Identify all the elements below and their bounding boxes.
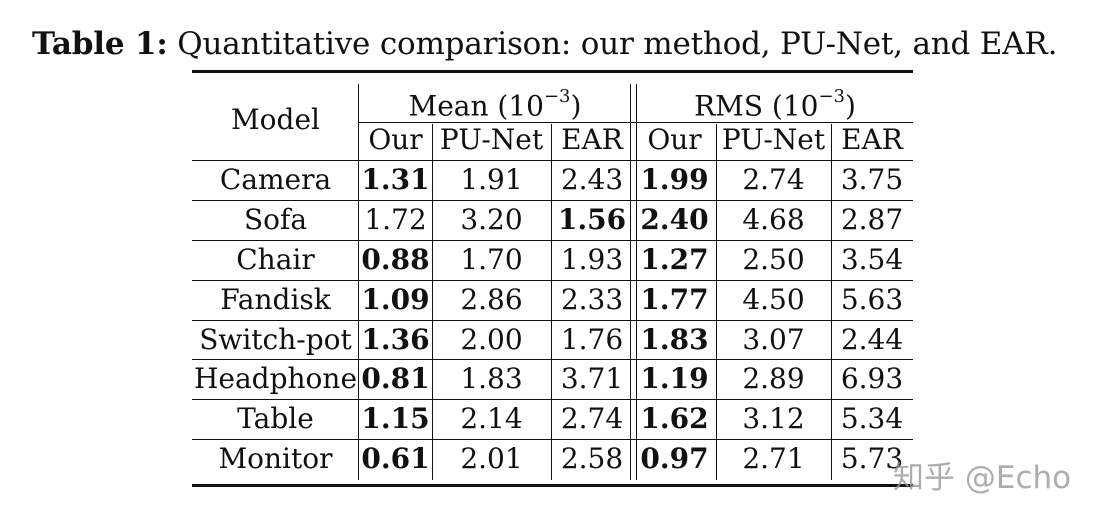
value-cell: 1.99 bbox=[640, 163, 709, 196]
value-cell: 3.75 bbox=[840, 163, 904, 196]
model-name-cell: Monitor bbox=[218, 442, 333, 475]
table-top-rule bbox=[192, 70, 913, 73]
model-name-cell: Switch-pot bbox=[199, 323, 352, 356]
row-separator bbox=[192, 320, 913, 322]
value-cell: 4.68 bbox=[742, 203, 805, 236]
value-cell: 4.50 bbox=[742, 283, 805, 316]
value-cell: 3.07 bbox=[742, 323, 805, 356]
value-cell: 5.34 bbox=[840, 402, 904, 435]
group-double-rule-left bbox=[630, 84, 632, 480]
table-caption: Table 1: Quantitative comparison: our me… bbox=[32, 26, 1092, 62]
value-cell: 1.93 bbox=[560, 243, 624, 276]
value-cell: 1.83 bbox=[640, 323, 709, 356]
row-separator bbox=[192, 399, 913, 401]
value-cell: 1.77 bbox=[640, 283, 709, 316]
value-cell: 2.43 bbox=[560, 163, 624, 196]
value-cell: 0.61 bbox=[361, 442, 430, 475]
rms-group-header-prefix: RMS (10 bbox=[694, 89, 819, 123]
value-cell: 1.91 bbox=[460, 163, 523, 196]
group-double-rule-right bbox=[636, 84, 638, 480]
value-cell: 6.93 bbox=[840, 362, 904, 395]
value-cell: 2.58 bbox=[560, 442, 624, 475]
model-name-cell: Fandisk bbox=[220, 283, 331, 316]
value-cell: 3.71 bbox=[560, 362, 624, 395]
row-separator bbox=[192, 359, 913, 361]
watermark: 知乎 @Echo bbox=[893, 460, 1072, 496]
value-cell: 2.86 bbox=[460, 283, 523, 316]
value-cell: 2.44 bbox=[840, 323, 904, 356]
value-cell: 1.15 bbox=[361, 402, 430, 435]
rms-group-header-exponent: −3 bbox=[818, 86, 845, 107]
value-cell: 0.88 bbox=[361, 243, 430, 276]
value-cell: 2.50 bbox=[742, 243, 805, 276]
value-cell: 1.56 bbox=[557, 203, 627, 236]
model-name-cell: Headphone bbox=[193, 362, 358, 395]
value-cell: 1.70 bbox=[460, 243, 523, 276]
value-cell: 2.74 bbox=[742, 163, 805, 196]
method-header-ear: EAR bbox=[841, 123, 903, 156]
mean-group-header-suffix: ) bbox=[570, 89, 582, 123]
row-separator bbox=[192, 280, 913, 282]
method-header-our: Our bbox=[368, 123, 423, 156]
row-separator bbox=[192, 200, 913, 202]
value-cell: 2.33 bbox=[560, 283, 624, 316]
value-cell: 2.89 bbox=[742, 362, 805, 395]
value-cell: 1.72 bbox=[364, 203, 427, 236]
value-cell: 0.97 bbox=[640, 442, 709, 475]
value-cell: 3.20 bbox=[460, 203, 523, 236]
value-cell: 2.74 bbox=[560, 402, 624, 435]
value-cell: 2.00 bbox=[460, 323, 523, 356]
value-cell: 2.14 bbox=[460, 402, 523, 435]
model-name-cell: Sofa bbox=[243, 203, 308, 236]
value-cell: 1.36 bbox=[361, 323, 430, 356]
value-cell: 2.71 bbox=[742, 442, 805, 475]
value-cell: 0.81 bbox=[361, 362, 430, 395]
mean-group-header-prefix: Mean (10 bbox=[408, 89, 544, 123]
value-cell: 2.40 bbox=[640, 203, 709, 236]
value-cell: 2.01 bbox=[460, 442, 523, 475]
method-column-rule bbox=[831, 124, 833, 480]
caption-label: Table 1: bbox=[32, 26, 168, 62]
method-header-ear: EAR bbox=[561, 123, 623, 156]
rms-group-header: RMS (10−3) bbox=[637, 84, 913, 122]
model-name-cell: Camera bbox=[219, 163, 332, 196]
value-cell: 1.09 bbox=[361, 283, 430, 316]
value-cell: 1.62 bbox=[640, 402, 709, 435]
method-column-rule bbox=[432, 124, 434, 480]
value-cell: 1.76 bbox=[560, 323, 624, 356]
table-bottom-rule bbox=[192, 484, 913, 487]
model-column-rule bbox=[358, 84, 360, 480]
method-header-punet: PU-Net bbox=[721, 123, 826, 156]
value-cell: 5.73 bbox=[840, 442, 904, 475]
method-column-rule bbox=[716, 124, 718, 480]
value-cell: 5.63 bbox=[840, 283, 904, 316]
model-name-cell: Table bbox=[237, 402, 314, 435]
value-cell: 3.12 bbox=[742, 402, 805, 435]
value-cell: 3.54 bbox=[840, 243, 904, 276]
caption-text: Quantitative comparison: our method, PU-… bbox=[177, 26, 1058, 62]
method-header-punet: PU-Net bbox=[439, 123, 544, 156]
header-rule bbox=[192, 160, 913, 162]
model-name-cell: Chair bbox=[236, 243, 315, 276]
rms-group-header-suffix: ) bbox=[845, 89, 856, 123]
mean-group-header: Mean (10−3) bbox=[359, 84, 631, 122]
row-separator bbox=[192, 240, 913, 242]
value-cell: 1.83 bbox=[460, 362, 523, 395]
value-cell: 1.27 bbox=[640, 243, 709, 276]
value-cell: 2.87 bbox=[840, 203, 904, 236]
row-separator bbox=[192, 439, 913, 441]
value-cell: 1.31 bbox=[361, 163, 430, 196]
mean-group-header-exponent: −3 bbox=[543, 86, 571, 107]
method-column-rule bbox=[551, 124, 553, 480]
model-column-header: Model bbox=[231, 103, 320, 136]
method-header-our: Our bbox=[647, 123, 702, 156]
value-cell: 1.19 bbox=[640, 362, 709, 395]
